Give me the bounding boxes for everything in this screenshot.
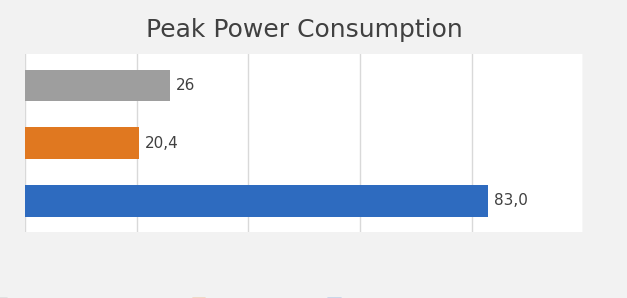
Bar [25, 69, 170, 101]
Bar [25, 185, 488, 217]
Legend: Sony UX1XRN @U7700, Sony UX1XRN, PC (Athlon 1800+ & MX420): Sony UX1XRN @U7700, Sony UX1XRN, PC (Ath… [0, 297, 549, 298]
Text: 20,4: 20,4 [144, 136, 178, 150]
Text: 83,0: 83,0 [494, 193, 528, 208]
Bar [25, 127, 139, 159]
Text: 26: 26 [176, 78, 195, 93]
Title: Peak Power Consumption: Peak Power Consumption [145, 18, 463, 42]
